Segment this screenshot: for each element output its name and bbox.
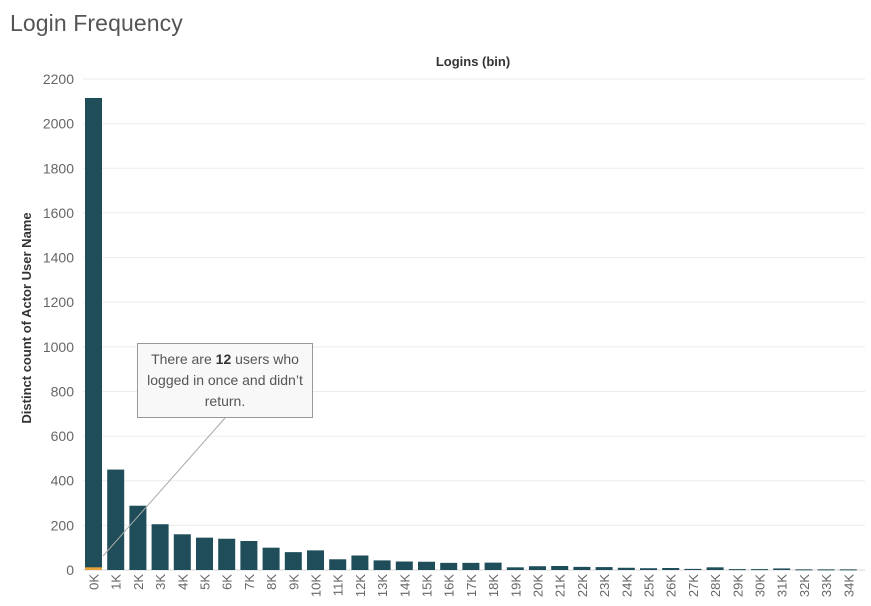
x-tick-label: 22K xyxy=(575,574,590,597)
y-tick-label: 400 xyxy=(51,473,75,489)
bar xyxy=(418,561,435,570)
bar xyxy=(728,569,746,571)
x-tick-label: 2K xyxy=(131,574,146,590)
x-tick-label: 1K xyxy=(109,574,124,590)
x-tick-label: 24K xyxy=(619,574,634,597)
bar xyxy=(462,562,480,570)
x-tick-label: 31K xyxy=(775,574,790,597)
bar xyxy=(484,562,502,570)
annotation-callout: There are 12 users who logged in once an… xyxy=(137,343,313,418)
annotation-text-post: users who logged in once and didn’t retu… xyxy=(147,351,303,409)
bar xyxy=(218,538,236,570)
annotation-text-pre: There are xyxy=(151,351,216,367)
bars xyxy=(85,97,857,571)
bar xyxy=(351,555,369,570)
gridlines xyxy=(83,78,865,571)
bar xyxy=(85,97,102,570)
bar xyxy=(284,552,302,570)
x-axis-label: Logins (bin) xyxy=(436,54,510,69)
x-tick-label: 5K xyxy=(198,574,213,590)
x-axis-ticks: 0K 1K 2K 3K 4K 5K 6K 7K 8K 9K 10K 11K 12K 13K 14K 15K 16… xyxy=(87,574,857,597)
bar xyxy=(151,524,169,570)
x-tick-label: 29K xyxy=(730,574,745,597)
x-tick-label: 27K xyxy=(686,574,701,597)
bar xyxy=(595,567,613,570)
x-tick-label: 21K xyxy=(553,574,568,597)
bar xyxy=(684,568,702,570)
bar xyxy=(262,547,280,570)
x-tick-label: 26K xyxy=(664,574,679,597)
x-tick-label: 13K xyxy=(375,574,390,597)
x-tick-label: 32K xyxy=(797,574,812,597)
x-tick-label: 0K xyxy=(87,574,102,590)
x-tick-label: 20K xyxy=(531,574,546,597)
bar xyxy=(617,567,635,570)
y-tick-label: 1800 xyxy=(43,160,74,176)
x-tick-label: 30K xyxy=(753,574,768,597)
x-tick-label: 9K xyxy=(286,574,301,590)
bar xyxy=(529,566,546,570)
bar xyxy=(640,568,657,570)
y-tick-label: 1600 xyxy=(43,205,74,221)
y-tick-label: 1400 xyxy=(43,250,74,266)
x-tick-label: 6K xyxy=(220,574,235,590)
bar xyxy=(817,569,835,571)
x-tick-label: 16K xyxy=(442,574,457,597)
y-tick-label: 2000 xyxy=(43,116,74,132)
highlight-bar-segment xyxy=(85,567,102,570)
chart-title: Login Frequency xyxy=(10,10,183,36)
x-tick-label: 19K xyxy=(508,574,523,597)
x-tick-label: 18K xyxy=(486,574,501,597)
x-tick-label: 34K xyxy=(841,574,856,597)
y-tick-label: 800 xyxy=(51,383,75,399)
bar xyxy=(551,565,569,570)
x-tick-label: 10K xyxy=(309,574,324,597)
x-tick-label: 4K xyxy=(175,574,190,590)
bar xyxy=(506,567,524,570)
annotation-leader-line xyxy=(102,417,226,557)
bar xyxy=(173,534,191,570)
x-tick-label: 28K xyxy=(708,574,723,597)
bar xyxy=(773,568,791,570)
bar xyxy=(107,469,125,570)
y-axis-label: Distinct count of Actor User Name xyxy=(19,212,34,423)
x-tick-label: 25K xyxy=(642,574,657,597)
x-tick-label: 3K xyxy=(153,574,168,590)
y-tick-label: 1000 xyxy=(43,339,74,355)
x-tick-label: 8K xyxy=(264,574,279,590)
y-tick-label: 200 xyxy=(51,517,75,533)
y-tick-label: 600 xyxy=(51,428,75,444)
bar xyxy=(795,569,813,571)
y-axis-ticks: 0 200 400 600 800 1000 1200 1400 1600 1800 2000 220… xyxy=(43,71,74,578)
y-tick-label: 0 xyxy=(66,562,74,578)
bar xyxy=(662,567,680,570)
annotation-count: 12 xyxy=(215,351,232,367)
x-tick-label: 33K xyxy=(819,574,834,597)
y-tick-label: 1200 xyxy=(43,294,74,310)
bar xyxy=(129,505,147,570)
bar xyxy=(196,537,213,570)
bar xyxy=(751,569,768,571)
bar xyxy=(329,559,347,570)
bar xyxy=(240,540,258,570)
bar xyxy=(839,569,857,571)
bar xyxy=(440,562,458,570)
bar xyxy=(706,567,724,570)
x-tick-label: 7K xyxy=(242,574,257,590)
x-tick-label: 17K xyxy=(464,574,479,597)
bar xyxy=(307,550,324,570)
x-tick-label: 14K xyxy=(397,574,412,597)
x-tick-label: 12K xyxy=(353,574,368,597)
x-tick-label: 23K xyxy=(597,574,612,597)
y-tick-label: 2200 xyxy=(43,71,74,87)
bar xyxy=(573,566,591,570)
x-tick-label: 15K xyxy=(420,574,435,597)
x-tick-label: 11K xyxy=(331,574,346,596)
bar xyxy=(373,560,391,570)
bar xyxy=(395,561,413,570)
